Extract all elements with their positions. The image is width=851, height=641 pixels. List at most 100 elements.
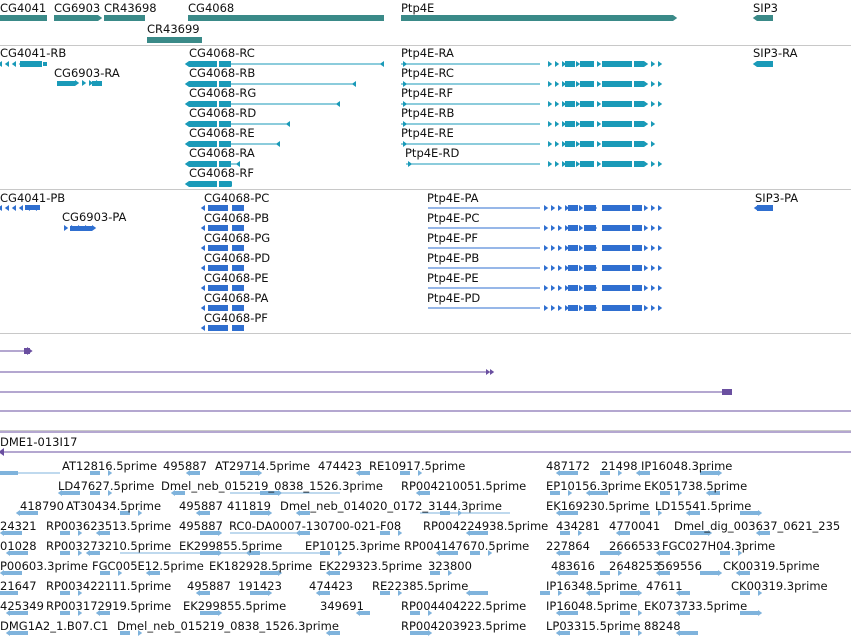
est-block[interactable] (10, 551, 28, 555)
est-label[interactable]: RE10917.5prime (369, 459, 466, 473)
est-block[interactable] (560, 551, 570, 555)
feature-block[interactable] (634, 141, 644, 147)
exon-block[interactable] (20, 61, 42, 67)
est-block[interactable] (200, 531, 218, 535)
est-block[interactable] (330, 571, 340, 575)
est-block[interactable] (300, 511, 310, 515)
exon-block[interactable] (602, 121, 632, 127)
est-block[interactable] (600, 571, 610, 575)
feature-block[interactable] (568, 245, 578, 251)
est-block[interactable] (150, 571, 160, 575)
protein-label[interactable]: CG6903-PA (62, 210, 127, 224)
est-block[interactable] (470, 591, 488, 595)
est-label[interactable]: 349691 (320, 599, 364, 613)
est-block[interactable] (400, 471, 410, 475)
feature-block[interactable] (565, 81, 575, 87)
est-block[interactable] (360, 611, 370, 615)
est-block[interactable] (590, 591, 600, 595)
est-block[interactable] (620, 631, 630, 635)
exon-block[interactable] (602, 61, 632, 67)
protein-label[interactable]: CG4068-PG (204, 231, 271, 245)
transcript-label[interactable]: CG4068-RB (189, 66, 256, 80)
est-label[interactable]: RP004147670.5prime (404, 539, 530, 553)
feature-block[interactable] (632, 265, 642, 271)
gene-label[interactable]: CG6903 (54, 1, 101, 15)
est-block[interactable] (120, 511, 130, 515)
exon-block[interactable] (232, 285, 244, 291)
est-block[interactable] (560, 611, 578, 615)
est-block[interactable] (380, 531, 390, 535)
feature-block[interactable] (584, 305, 596, 311)
exon-block[interactable] (219, 121, 231, 127)
est-block[interactable] (540, 591, 550, 595)
feature-block[interactable] (584, 245, 596, 251)
exon-block[interactable] (219, 81, 231, 87)
exon-block[interactable] (757, 61, 773, 67)
est-block[interactable] (560, 631, 570, 635)
est-label[interactable]: RP004224938.5prime (423, 519, 549, 533)
est-block[interactable] (680, 591, 690, 595)
est-block[interactable] (740, 591, 750, 595)
feature-block[interactable] (584, 205, 596, 211)
est-label[interactable]: Dmel_dig_003637_0621_235 (674, 519, 841, 533)
est-label[interactable]: 495887 (179, 519, 223, 533)
transcript-label[interactable]: Ptp4E-RC (401, 66, 454, 80)
protein-label[interactable]: CG4068-PB (204, 211, 270, 225)
feature-block[interactable] (634, 101, 644, 107)
est-block[interactable] (560, 571, 578, 575)
gene-block[interactable] (104, 15, 145, 21)
exon-block[interactable] (232, 225, 244, 231)
exon-block[interactable] (57, 81, 75, 86)
exon-block[interactable] (602, 205, 630, 211)
transcript-label[interactable]: Ptp4E-RD (405, 146, 460, 160)
exon-block[interactable] (219, 141, 231, 147)
est-label[interactable]: EK182928.5prime (209, 559, 313, 573)
est-block[interactable] (590, 491, 608, 495)
est-label[interactable]: AT29714.5prime (215, 459, 311, 473)
est-label[interactable]: 2648253 (609, 559, 661, 573)
feature-block[interactable] (584, 285, 596, 291)
feature-block[interactable] (580, 121, 594, 127)
est-label[interactable]: 47611 (646, 579, 683, 593)
exon-block[interactable] (189, 61, 217, 67)
exon-block[interactable] (189, 141, 217, 147)
est-block[interactable] (175, 491, 185, 495)
feature-block[interactable] (568, 265, 578, 271)
est-block[interactable] (120, 631, 130, 635)
est-label[interactable]: RP004203923.5prime (401, 619, 527, 633)
est-block[interactable] (720, 551, 730, 555)
est-label[interactable]: EK299855.5prime (179, 539, 283, 553)
transcript-label[interactable]: Ptp4E-RB (401, 106, 455, 120)
est-block[interactable] (190, 471, 200, 475)
transcript-label[interactable]: Ptp4E-RE (401, 126, 454, 140)
feature-block[interactable] (634, 81, 644, 87)
est-label[interactable]: 425349 (0, 599, 44, 613)
est-block[interactable] (660, 551, 670, 555)
feature-block[interactable] (568, 205, 578, 211)
est-label[interactable]: P00603.3prime (0, 559, 88, 573)
est-block[interactable] (4, 571, 22, 575)
protein-label[interactable]: Ptp4E-PB (427, 251, 480, 265)
exon-block[interactable] (208, 265, 228, 271)
gene-block[interactable] (147, 37, 202, 43)
est-block[interactable] (60, 531, 70, 535)
gene-block[interactable] (54, 15, 98, 21)
est-label[interactable]: RP003273210.5prime (46, 539, 172, 553)
feature-block[interactable] (70, 226, 92, 231)
est-block[interactable] (560, 531, 570, 535)
transcript-label[interactable]: CG4068-RC (189, 46, 255, 60)
est-label[interactable]: IP16048.3prime (641, 459, 733, 473)
est-block[interactable] (760, 531, 770, 535)
feature-block[interactable] (580, 101, 594, 107)
est-label[interactable]: 411819 (227, 499, 271, 513)
exon-block[interactable] (232, 305, 244, 311)
est-block[interactable] (560, 511, 578, 515)
est-label[interactable]: 227864 (546, 539, 590, 553)
est-block[interactable] (440, 551, 458, 555)
est-label[interactable]: 4770041 (609, 519, 661, 533)
est-label[interactable]: EK229323.5prime (319, 559, 423, 573)
protein-label[interactable]: Ptp4E-PA (427, 191, 479, 205)
feature-block[interactable] (632, 245, 642, 251)
est-block[interactable] (200, 511, 210, 515)
feature-block[interactable] (565, 61, 575, 67)
